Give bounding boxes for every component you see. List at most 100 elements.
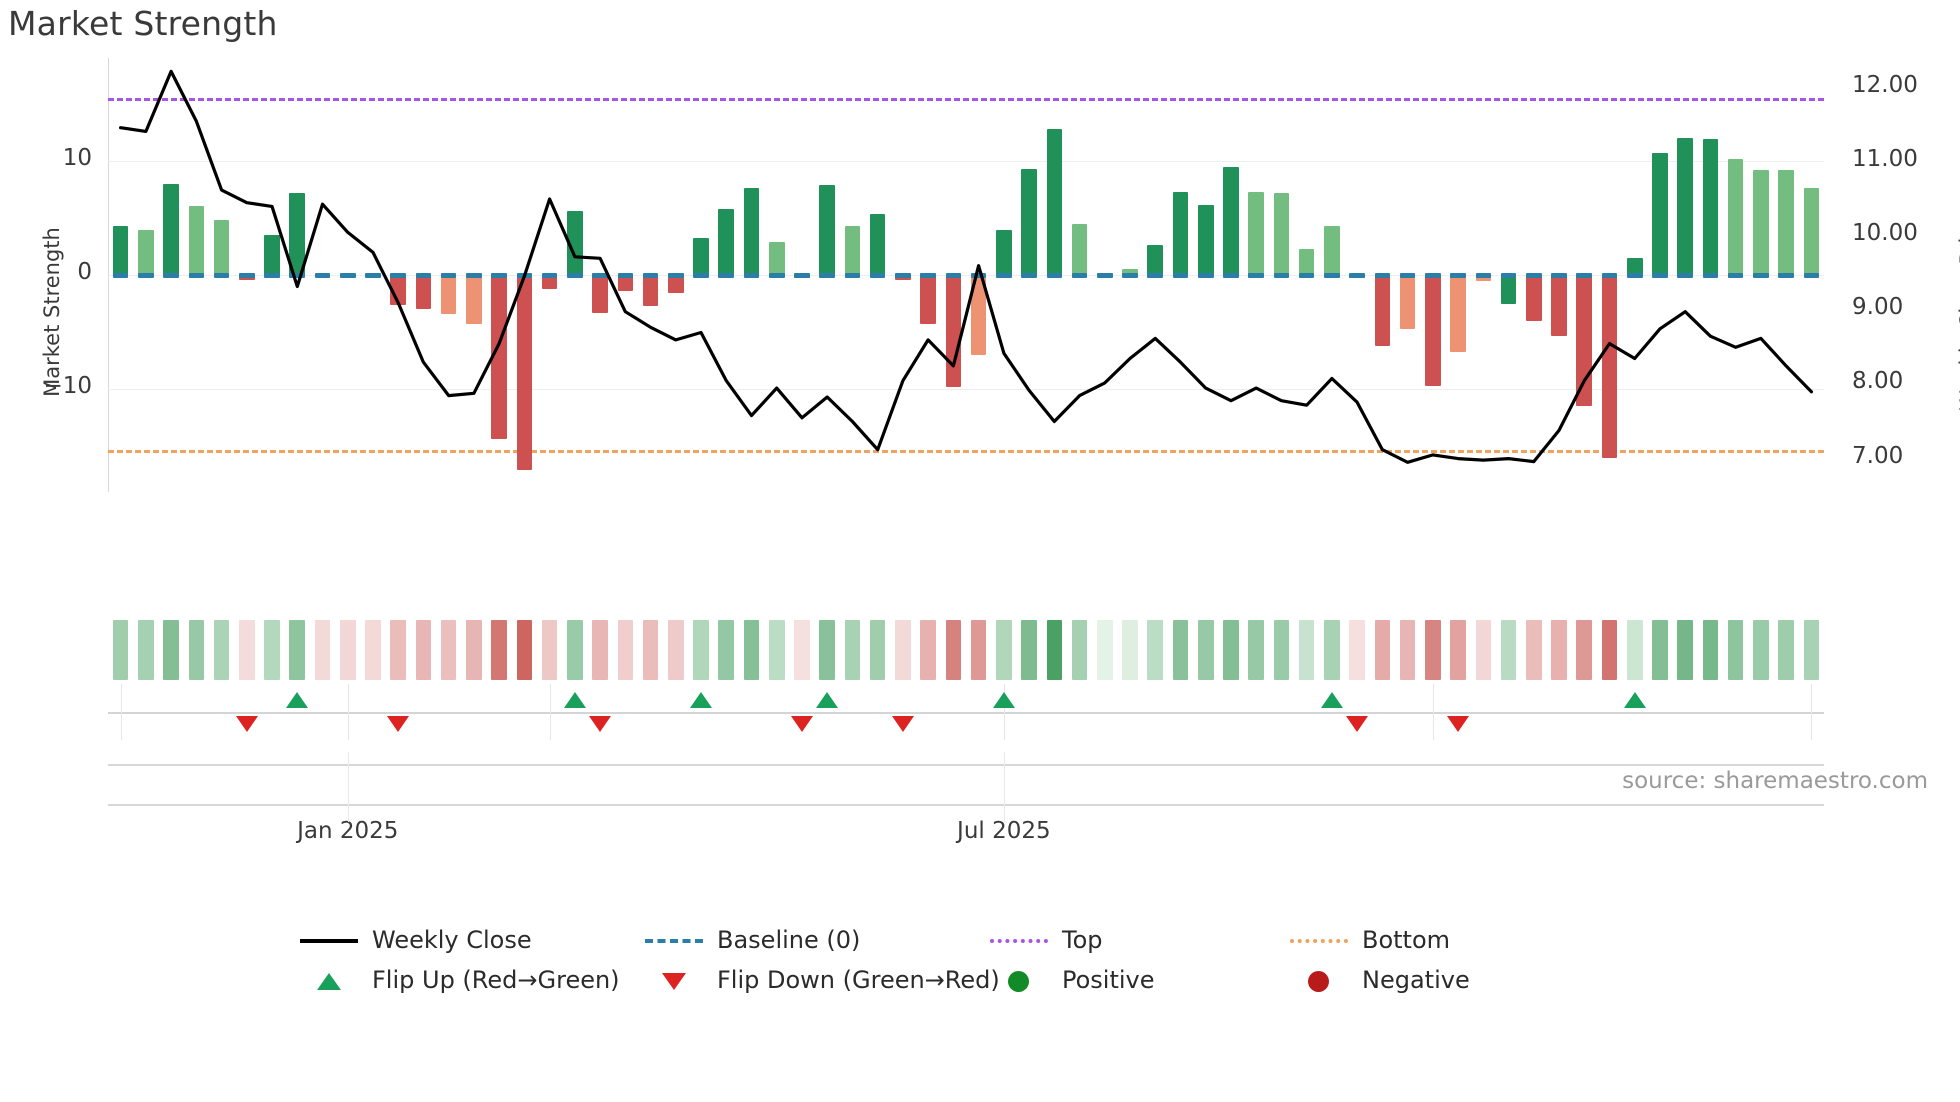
legend-item[interactable]: Negative — [1290, 960, 1470, 1000]
heatmap-cell — [869, 620, 886, 680]
legend-item[interactable]: Flip Down (Green→Red) — [645, 960, 1000, 1000]
baseline-segment — [1601, 273, 1618, 278]
strength-bar — [1122, 269, 1138, 275]
strength-bar — [1450, 275, 1466, 352]
flip-row-vline — [1003, 684, 1005, 740]
strength-bar — [1324, 225, 1340, 275]
heatmap-cell — [491, 620, 507, 680]
strength-bar — [1753, 169, 1769, 275]
heatmap-cell — [314, 620, 331, 680]
baseline-segment — [1551, 273, 1567, 278]
strength-bar — [1778, 169, 1794, 275]
flip-up-marker — [286, 692, 309, 708]
legend-item[interactable]: Baseline (0) — [645, 920, 860, 960]
legend-item[interactable]: Positive — [990, 960, 1155, 1000]
legend-label: Negative — [1362, 966, 1470, 994]
baseline-segment — [1147, 273, 1164, 278]
baseline-segment — [188, 273, 205, 278]
heatmap-cell — [1652, 620, 1668, 680]
legend-item[interactable]: Weekly Close — [300, 920, 532, 960]
baseline-segment — [466, 273, 482, 278]
negative-dot-icon — [1290, 968, 1348, 992]
baseline-segment — [1702, 273, 1719, 278]
heatmap-cell — [188, 620, 205, 680]
baseline-segment — [1500, 273, 1517, 278]
flip-down-marker — [589, 716, 612, 732]
flip-up-marker — [1623, 692, 1646, 708]
baseline-segment — [1450, 273, 1466, 278]
strength-bar — [1702, 139, 1719, 275]
heatmap-cell — [1399, 620, 1416, 680]
strength-bar — [1425, 275, 1441, 386]
baseline-segment — [163, 273, 179, 278]
strength-bar — [567, 211, 583, 275]
baseline-segment — [1803, 273, 1820, 278]
source-note: source: sharemaestro.com — [1622, 768, 1928, 794]
heatmap-cell — [1753, 620, 1769, 680]
legend-row: Flip Up (Red→Green) Flip Down (Green→Red)… — [300, 960, 1700, 1000]
baseline-segment — [567, 273, 583, 278]
x-axis-tick: Jul 2025 — [957, 818, 1051, 844]
heatmap-cell — [1374, 620, 1391, 680]
strength-bar — [718, 208, 735, 275]
x-axis-tick: Jan 2025 — [297, 818, 399, 844]
baseline-segment — [1652, 273, 1668, 278]
heatmap-cell — [112, 620, 129, 680]
legend-row: Weekly Close Baseline (0) Top Bottom — [300, 920, 1700, 960]
flip-down-marker — [387, 716, 410, 732]
heatmap-cell — [415, 620, 432, 680]
legend-item[interactable]: Top — [990, 920, 1103, 960]
heatmap-cell — [718, 620, 735, 680]
baseline-dash-icon — [645, 928, 703, 952]
baseline-segment — [1349, 273, 1365, 278]
flip-row-vline — [549, 684, 551, 740]
top-reference-line — [108, 97, 1824, 101]
heatmap-cell — [1349, 620, 1365, 680]
strength-bar — [1399, 275, 1416, 329]
heatmap-cell — [1223, 620, 1239, 680]
legend-label: Top — [1062, 926, 1103, 954]
legend-label: Flip Down (Green→Red) — [717, 966, 1000, 994]
heatmap-cell — [1273, 620, 1290, 680]
baseline-segment — [743, 273, 760, 278]
flip-down-marker — [235, 716, 258, 732]
baseline-segment — [996, 273, 1012, 278]
strength-bar — [617, 275, 634, 291]
baseline-segment — [1525, 273, 1542, 278]
baseline-segment — [718, 273, 735, 278]
strength-bar — [1727, 158, 1744, 275]
flip-down-marker — [891, 716, 914, 732]
legend-item[interactable]: Bottom — [1290, 920, 1450, 960]
baseline-segment — [264, 273, 280, 278]
baseline-segment — [895, 273, 911, 278]
heatmap-cell — [592, 620, 608, 680]
heatmap-cell — [945, 620, 962, 680]
strength-bar — [415, 275, 432, 310]
flip-marker-row — [108, 684, 1824, 740]
baseline-segment — [1475, 273, 1492, 278]
right-axis-tick: 10.00 — [1852, 220, 1918, 247]
right-axis-tick: 8.00 — [1852, 368, 1904, 395]
page-title: Market Strength — [8, 4, 278, 43]
triangle-down-icon — [645, 968, 703, 992]
strength-bar — [1071, 223, 1088, 275]
strength-bar — [213, 220, 230, 275]
legend-item[interactable]: Flip Up (Red→Green) — [300, 960, 620, 1000]
flip-row-vline — [1811, 684, 1813, 740]
strength-bar — [768, 241, 785, 275]
heatmap-cell — [743, 620, 760, 680]
flip-up-marker — [690, 692, 713, 708]
heatmap-cell — [1425, 620, 1441, 680]
heatmap-cell — [617, 620, 634, 680]
heatmap-cell — [1248, 620, 1265, 680]
heatmap-cell — [1147, 620, 1164, 680]
baseline-segment — [1096, 273, 1113, 278]
heatmap-cell — [1324, 620, 1340, 680]
baseline-segment — [1046, 273, 1063, 278]
strength-bar — [188, 206, 205, 275]
weekly-close-polyline — [119, 69, 1814, 464]
heatmap-cell — [213, 620, 230, 680]
strength-bar — [945, 275, 962, 387]
gridline — [108, 275, 1824, 276]
heatmap-cell — [895, 620, 911, 680]
